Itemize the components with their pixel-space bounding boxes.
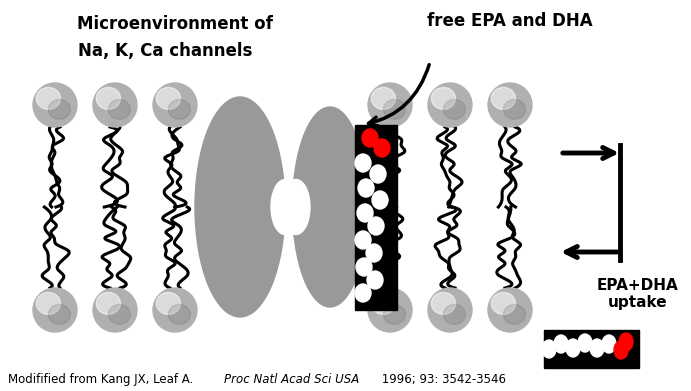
Ellipse shape	[169, 305, 191, 324]
Ellipse shape	[590, 339, 604, 357]
Ellipse shape	[556, 339, 562, 343]
Ellipse shape	[504, 305, 525, 324]
Ellipse shape	[384, 305, 406, 324]
Ellipse shape	[614, 341, 628, 359]
Ellipse shape	[602, 335, 616, 353]
Text: Na, K, Ca channels: Na, K, Ca channels	[78, 42, 252, 60]
Ellipse shape	[93, 83, 137, 127]
Ellipse shape	[292, 107, 368, 307]
Ellipse shape	[370, 221, 376, 226]
Ellipse shape	[356, 258, 372, 276]
Ellipse shape	[33, 288, 77, 332]
Ellipse shape	[545, 344, 549, 348]
Ellipse shape	[569, 343, 574, 347]
Ellipse shape	[371, 88, 395, 109]
Ellipse shape	[271, 179, 299, 235]
Ellipse shape	[592, 343, 598, 347]
Ellipse shape	[444, 305, 466, 324]
Ellipse shape	[431, 292, 455, 314]
Ellipse shape	[362, 129, 378, 147]
Ellipse shape	[156, 88, 180, 109]
Ellipse shape	[357, 235, 363, 240]
Ellipse shape	[488, 288, 532, 332]
Ellipse shape	[48, 99, 70, 119]
Text: Microenvironment of: Microenvironment of	[77, 15, 273, 33]
Ellipse shape	[169, 99, 191, 119]
Ellipse shape	[566, 339, 580, 357]
Ellipse shape	[33, 83, 77, 127]
Ellipse shape	[355, 284, 371, 302]
Ellipse shape	[153, 83, 197, 127]
Ellipse shape	[37, 88, 61, 109]
Ellipse shape	[491, 292, 515, 314]
Ellipse shape	[428, 288, 472, 332]
Text: free EPA and DHA: free EPA and DHA	[427, 12, 593, 30]
Ellipse shape	[156, 292, 180, 314]
Ellipse shape	[431, 88, 455, 109]
Ellipse shape	[367, 271, 383, 289]
Ellipse shape	[619, 333, 633, 351]
Ellipse shape	[542, 340, 556, 358]
Ellipse shape	[368, 288, 412, 332]
Ellipse shape	[371, 292, 395, 314]
Ellipse shape	[384, 99, 406, 119]
Ellipse shape	[357, 158, 363, 163]
Ellipse shape	[359, 208, 365, 212]
Ellipse shape	[374, 194, 380, 199]
Ellipse shape	[358, 262, 364, 267]
Ellipse shape	[368, 83, 412, 127]
Ellipse shape	[368, 217, 384, 235]
Ellipse shape	[282, 179, 310, 235]
Ellipse shape	[358, 179, 374, 197]
Ellipse shape	[48, 305, 70, 324]
Ellipse shape	[366, 244, 382, 262]
Ellipse shape	[195, 97, 285, 317]
Ellipse shape	[374, 139, 390, 157]
Ellipse shape	[372, 191, 388, 209]
Ellipse shape	[554, 335, 568, 353]
Ellipse shape	[37, 292, 61, 314]
Ellipse shape	[153, 288, 197, 332]
Ellipse shape	[444, 99, 466, 119]
Ellipse shape	[357, 204, 373, 222]
Ellipse shape	[108, 305, 131, 324]
Ellipse shape	[357, 287, 363, 292]
Ellipse shape	[96, 292, 120, 314]
Bar	[544, 330, 639, 368]
Ellipse shape	[580, 338, 585, 342]
Text: 1996; 93: 3542-3546: 1996; 93: 3542-3546	[378, 373, 506, 386]
Ellipse shape	[108, 99, 131, 119]
Ellipse shape	[368, 248, 374, 253]
Ellipse shape	[578, 334, 592, 352]
Text: Proc Natl Acad Sci USA: Proc Natl Acad Sci USA	[224, 373, 359, 386]
Ellipse shape	[355, 154, 371, 172]
Text: EPA+DHA
uptake: EPA+DHA uptake	[597, 278, 679, 310]
Text: Modifified from Kang JX, Leaf A.: Modifified from Kang JX, Leaf A.	[8, 373, 197, 386]
Ellipse shape	[504, 99, 525, 119]
Ellipse shape	[370, 165, 386, 183]
Ellipse shape	[428, 83, 472, 127]
Ellipse shape	[93, 288, 137, 332]
Ellipse shape	[491, 88, 515, 109]
Ellipse shape	[360, 183, 366, 188]
Bar	[355, 125, 397, 310]
Ellipse shape	[355, 231, 371, 249]
Ellipse shape	[96, 88, 120, 109]
Ellipse shape	[369, 274, 375, 280]
Ellipse shape	[605, 339, 609, 343]
Ellipse shape	[372, 169, 378, 174]
Ellipse shape	[488, 83, 532, 127]
